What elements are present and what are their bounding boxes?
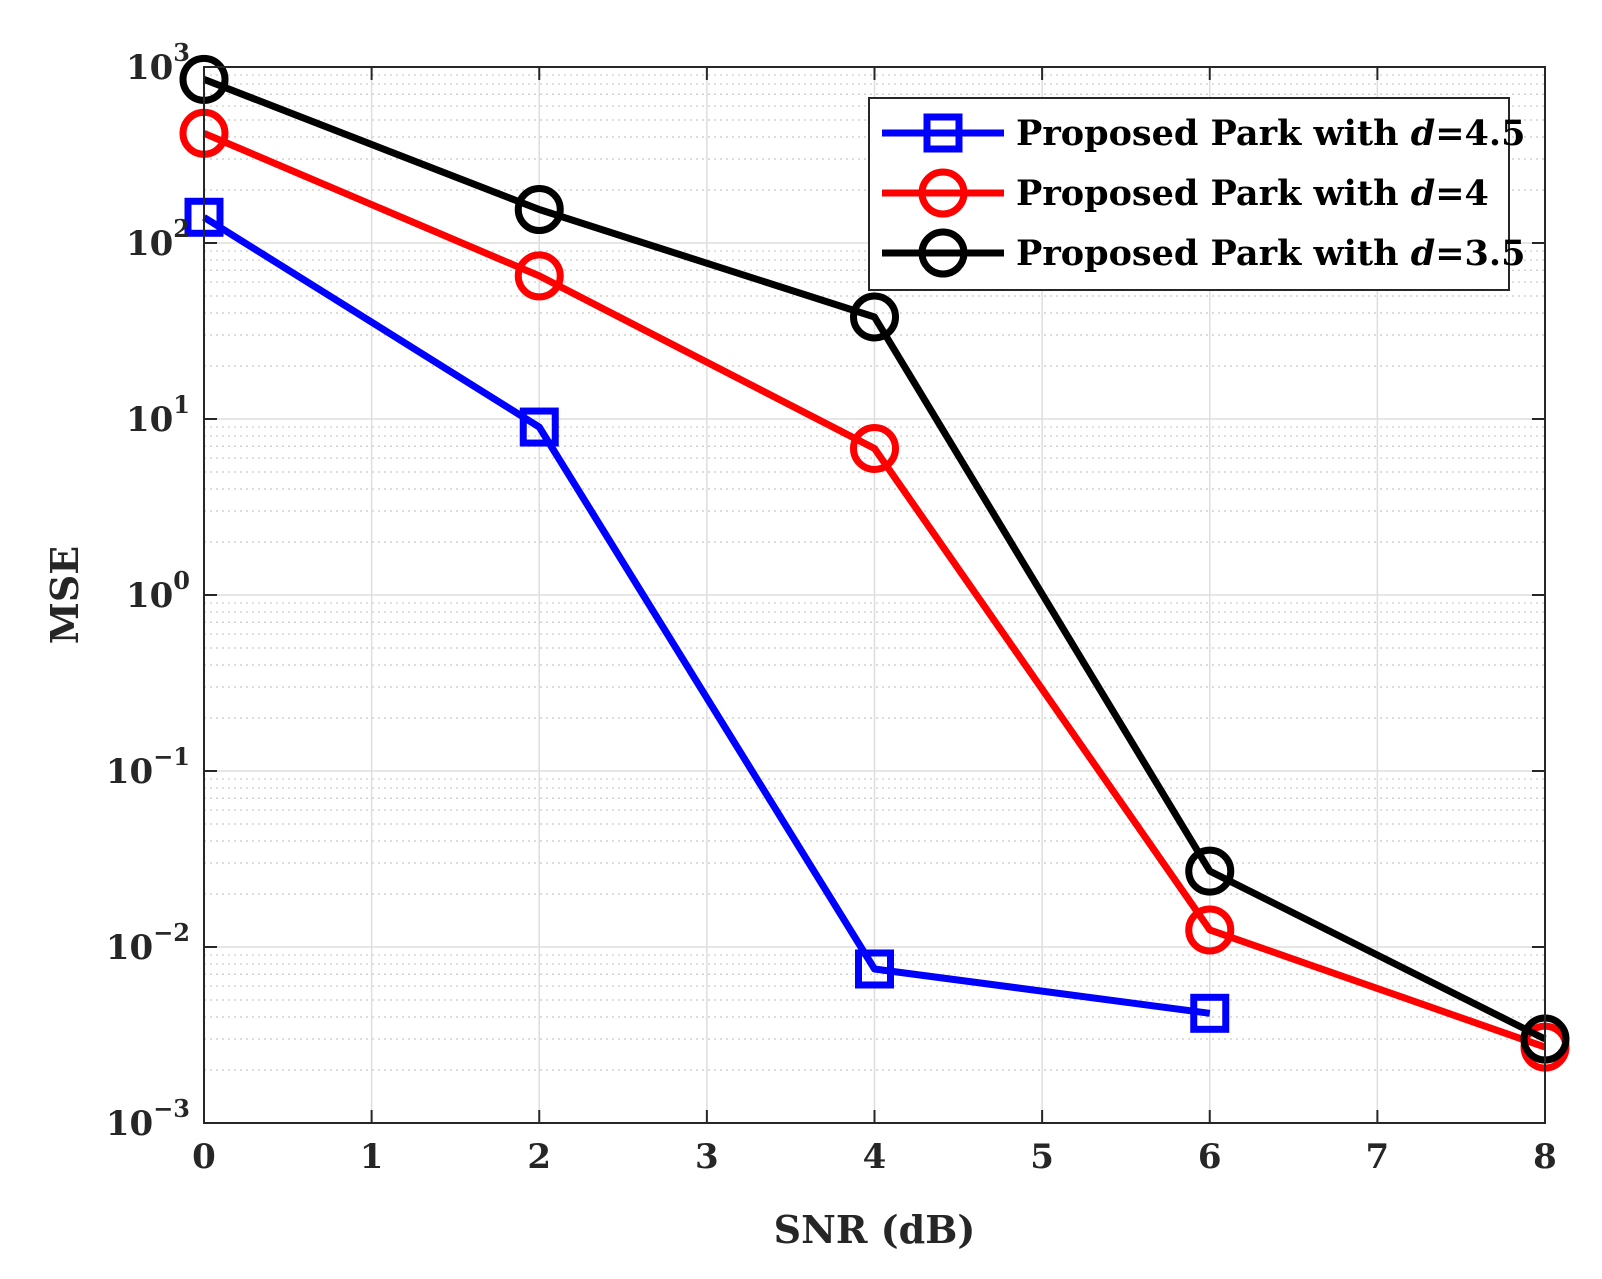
y-tick-base: 10 [126,576,173,616]
data-point-circle-marker [918,228,968,278]
data-point-circle-marker [514,185,564,235]
legend-label-prefix: Proposed Park with [1016,173,1411,214]
legend-entry: Proposed Park with d=4 [882,168,1489,218]
data-point-square-marker [855,949,894,989]
data-point-circle-marker [514,251,564,301]
series-line [202,130,1547,1051]
y-tick-label: 103 [126,38,190,88]
data-point-circle-marker [1185,905,1235,955]
data-point-circle-marker [1185,846,1235,896]
y-tick-exponent: 1 [173,390,190,419]
y-tick-exponent: −3 [153,1094,190,1123]
y-tick-label: 100 [126,566,190,616]
legend-label-prefix: Proposed Park with [1016,113,1411,154]
x-tick-label: 1 [360,1137,384,1177]
data-point-square-marker [1190,993,1230,1033]
legend-entry: Proposed Park with d=3.5 [882,228,1525,278]
y-tick-base: 10 [126,400,173,440]
legend-label: Proposed Park with d=4.5 [1016,113,1525,154]
y-tick-base: 10 [106,1104,153,1144]
series-line [202,76,1547,1043]
legend-label-variable: d [1411,233,1435,274]
legend-label-variable: d [1411,173,1435,214]
x-axis-label: SNR (dB) [774,1207,976,1252]
y-tick-label: 10−2 [106,918,190,968]
series-1 [184,197,1230,1033]
x-tick-label: 2 [527,1137,551,1177]
data-point-circle-marker [850,292,899,342]
data-point-square-marker [519,407,559,447]
x-tick-label: 0 [192,1137,216,1177]
legend-label-prefix: Proposed Park with [1016,233,1411,274]
y-tick-base: 10 [106,752,153,792]
series-line [202,214,1211,1017]
x-tick-label: 8 [1533,1137,1557,1177]
y-tick-label: 101 [126,390,190,440]
grid [203,66,1546,1124]
data-point-circle-marker [918,168,968,218]
y-tick-label: 10−1 [106,742,190,792]
y-tick-base: 10 [106,928,153,968]
y-tick-exponent: −2 [153,918,190,947]
y-tick-base: 10 [126,48,173,88]
legend-label-suffix: =3.5 [1435,233,1525,274]
y-tick-exponent: 2 [173,214,190,243]
legend-label-variable: d [1411,113,1435,154]
y-tick-label: 102 [126,214,190,264]
y-tick-exponent: 3 [173,38,190,67]
y-tick-base: 10 [126,224,173,264]
legend-entry: Proposed Park with d=4.5 [882,113,1525,154]
x-tick-label: 6 [1198,1137,1222,1177]
legend-label: Proposed Park with d=3.5 [1016,233,1525,274]
x-tick-label: 5 [1030,1137,1054,1177]
data-point-square-marker [923,113,963,153]
y-tick-exponent: 0 [173,566,190,595]
series-layer [179,54,1570,1072]
y-axis-label: MSE [42,546,87,644]
y-tick-label: 10−3 [106,1094,190,1144]
x-tick-label: 7 [1366,1137,1390,1177]
x-tick-label: 4 [863,1137,887,1177]
legend-label-suffix: =4 [1435,173,1489,214]
y-tick-exponent: −1 [153,742,190,771]
legend-label: Proposed Park with d=4 [1016,173,1489,214]
x-tick-label: 3 [695,1137,719,1177]
legend-label-suffix: =4.5 [1435,113,1525,154]
data-point-circle-marker [850,423,899,473]
